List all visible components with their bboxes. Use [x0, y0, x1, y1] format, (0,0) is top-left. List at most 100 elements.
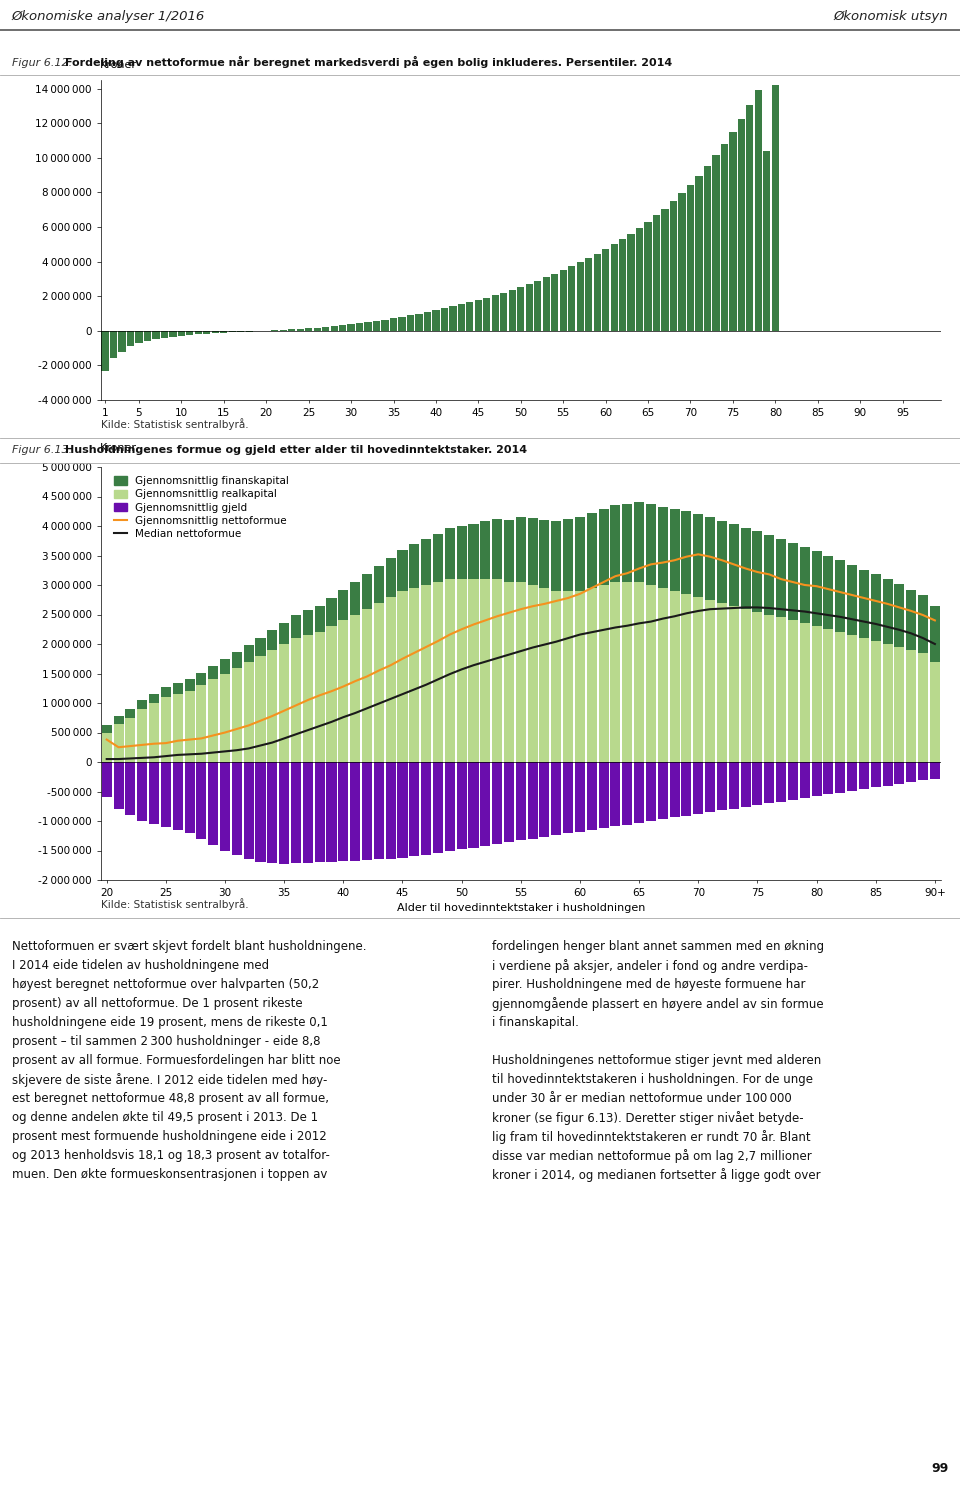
- Bar: [599, 761, 609, 829]
- Bar: [326, 761, 337, 861]
- Bar: [788, 761, 798, 800]
- Bar: [449, 306, 457, 331]
- Bar: [540, 761, 549, 838]
- Bar: [457, 761, 467, 850]
- Bar: [611, 761, 620, 826]
- Bar: [184, 761, 195, 833]
- Text: Husholdningenes nettoformue stiger jevnt med alderen: Husholdningenes nettoformue stiger jevnt…: [492, 1054, 821, 1067]
- Bar: [144, 331, 151, 340]
- Text: Kroner: Kroner: [100, 442, 137, 452]
- Bar: [220, 761, 230, 851]
- Bar: [847, 635, 857, 761]
- Bar: [575, 591, 585, 761]
- Bar: [577, 263, 584, 331]
- Bar: [611, 245, 617, 331]
- Bar: [326, 626, 337, 761]
- Bar: [220, 331, 228, 333]
- Bar: [788, 621, 798, 761]
- Bar: [444, 761, 455, 851]
- Bar: [871, 640, 880, 761]
- Bar: [740, 527, 751, 609]
- Bar: [800, 548, 810, 624]
- Bar: [458, 305, 465, 331]
- Bar: [602, 249, 610, 331]
- Bar: [622, 582, 633, 761]
- Text: est beregnet nettoformue 48,8 prosent av all formue,: est beregnet nettoformue 48,8 prosent av…: [12, 1091, 328, 1105]
- Bar: [895, 646, 904, 761]
- Bar: [386, 761, 396, 858]
- Bar: [386, 597, 396, 761]
- Text: under 30 år er median nettoformue under 100 000: under 30 år er median nettoformue under …: [492, 1091, 791, 1105]
- Bar: [669, 509, 680, 591]
- Bar: [102, 761, 111, 797]
- Bar: [433, 533, 443, 582]
- Bar: [646, 505, 656, 585]
- Bar: [693, 514, 704, 597]
- Bar: [575, 517, 585, 591]
- Bar: [712, 155, 720, 331]
- Bar: [738, 119, 745, 331]
- Bar: [918, 596, 928, 652]
- Bar: [871, 575, 880, 640]
- Bar: [432, 311, 440, 331]
- Text: muen. Den økte formueskonsentrasjonen i toppen av: muen. Den økte formueskonsentrasjonen i …: [12, 1168, 327, 1181]
- Text: pirer. Husholdningene med de høyeste formuene har: pirer. Husholdningene med de høyeste for…: [492, 978, 805, 991]
- Bar: [184, 691, 195, 761]
- Bar: [255, 655, 266, 761]
- Text: 99: 99: [931, 1462, 948, 1475]
- Text: Figur 6.13.: Figur 6.13.: [12, 445, 75, 455]
- Text: Kilde: Statistisk sentralbyrå.: Kilde: Statistisk sentralbyrå.: [101, 897, 249, 909]
- Bar: [542, 278, 550, 331]
- Bar: [267, 649, 277, 761]
- Bar: [338, 761, 348, 861]
- Text: Husholdningenes formue og gjeld etter alder til hovedinntektstaker. 2014: Husholdningenes formue og gjeld etter al…: [65, 445, 527, 455]
- Text: Figur 6.12.: Figur 6.12.: [12, 58, 75, 69]
- Bar: [483, 297, 491, 331]
- Bar: [528, 761, 538, 839]
- Bar: [811, 761, 822, 796]
- Bar: [811, 551, 822, 626]
- Bar: [661, 209, 669, 331]
- Bar: [195, 331, 202, 334]
- Bar: [492, 296, 499, 331]
- Bar: [755, 91, 762, 331]
- Text: i verdiene på aksjer, andeler i fond og andre verdipa-: i verdiene på aksjer, andeler i fond og …: [492, 959, 807, 973]
- Bar: [859, 570, 869, 638]
- Bar: [315, 606, 324, 632]
- Bar: [126, 718, 135, 761]
- Bar: [540, 520, 549, 588]
- Bar: [695, 176, 703, 331]
- Bar: [740, 761, 751, 806]
- Bar: [161, 331, 168, 337]
- Bar: [551, 591, 562, 761]
- Bar: [397, 591, 407, 761]
- Bar: [267, 761, 277, 863]
- Bar: [255, 638, 266, 655]
- Bar: [421, 761, 431, 854]
- Bar: [653, 215, 660, 331]
- Bar: [118, 331, 126, 351]
- Bar: [149, 703, 159, 761]
- Bar: [338, 621, 348, 761]
- Bar: [153, 331, 159, 339]
- Text: Økonomisk utsyn: Økonomisk utsyn: [834, 10, 948, 24]
- Bar: [322, 327, 329, 331]
- Bar: [516, 582, 526, 761]
- Bar: [611, 582, 620, 761]
- Bar: [444, 579, 455, 761]
- Bar: [882, 579, 893, 643]
- Bar: [409, 761, 420, 857]
- Bar: [102, 733, 111, 761]
- Text: kroner (se figur 6.13). Deretter stiger nivået betyde-: kroner (se figur 6.13). Deretter stiger …: [492, 1111, 804, 1124]
- Bar: [302, 761, 313, 863]
- Bar: [244, 661, 253, 761]
- Bar: [149, 694, 159, 703]
- Text: lig fram til hovedinntektstakeren er rundt 70 år. Blant: lig fram til hovedinntektstakeren er run…: [492, 1130, 810, 1144]
- Bar: [599, 585, 609, 761]
- Bar: [859, 638, 869, 761]
- Bar: [416, 314, 422, 331]
- Bar: [551, 521, 562, 591]
- Bar: [315, 761, 324, 863]
- Bar: [475, 300, 482, 331]
- Bar: [137, 709, 147, 761]
